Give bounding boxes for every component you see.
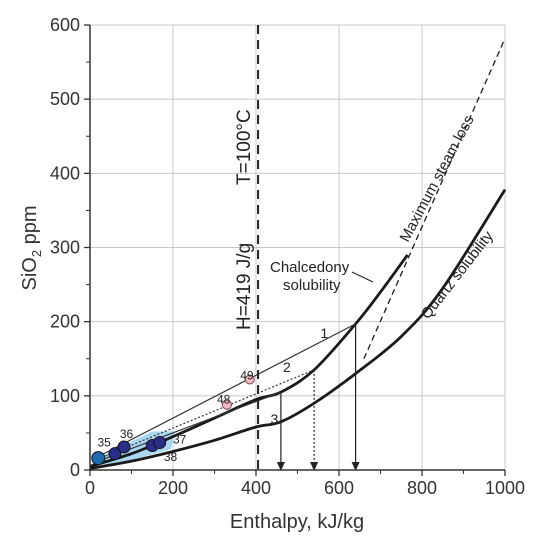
- y-tick-label-600: 600: [50, 15, 80, 35]
- steam-loss-label: Maximum steam loss: [397, 113, 478, 245]
- y-tick-label-200: 200: [50, 312, 80, 332]
- quartz-solubility-label: Quartz solubility: [418, 228, 497, 323]
- marker-label-temperature: T=100°C: [234, 109, 255, 185]
- y-axis-title-main: SiO: [19, 257, 41, 290]
- mixing-line-1: [98, 323, 356, 458]
- projection-arrow-2: [351, 462, 360, 471]
- sample-point-36b: [117, 440, 131, 454]
- chalcedony-leader-line: [351, 271, 374, 283]
- projection-arrow-1: [310, 462, 319, 471]
- sample-point-49: [244, 374, 255, 385]
- vertical-marker: H=419 J/g T=100°C: [234, 25, 260, 470]
- series-line-2: [363, 38, 506, 360]
- x-axis-title: Enthalpy, kJ/kg: [230, 511, 364, 533]
- axis-ticks: 0 200 400 600 800 1000 0 100 200 300 400 500 600: [50, 15, 525, 498]
- projection-arrow-0: [276, 462, 285, 471]
- x-tick-label-1000: 1000: [485, 478, 525, 498]
- y-axis-title: SiO2 ppm: [19, 205, 44, 290]
- sample-label-49: 49: [240, 369, 254, 383]
- sample-point-37b: [153, 436, 167, 450]
- sample-points: [91, 374, 255, 466]
- marker-label-energy: H=419 J/g: [234, 243, 255, 330]
- sample-point-36: [108, 447, 122, 461]
- line-number-label-3: 3: [271, 411, 279, 427]
- line-number-label-2: 2: [283, 359, 291, 375]
- y-tick-label-0: 0: [70, 460, 80, 480]
- sample-label-35: 35: [97, 435, 111, 449]
- sample-point-48: [221, 399, 232, 410]
- mixing-line-2: [98, 369, 315, 460]
- curves: [89, 38, 507, 470]
- y-axis-title-sub: 2: [29, 250, 44, 257]
- y-tick-label-100: 100: [50, 386, 80, 406]
- x-tick-label-0: 0: [85, 478, 95, 498]
- sample-label-37: 37: [173, 432, 187, 446]
- projection-lines: [276, 323, 360, 471]
- x-tick-label-200: 200: [158, 478, 188, 498]
- y-tick-label-400: 400: [50, 163, 80, 183]
- line-number-label-1: 1: [320, 325, 328, 341]
- series-line-1: [89, 188, 507, 470]
- chalcedony-label-line1: Chalcedony: [270, 259, 350, 276]
- sample-point-35: [91, 451, 106, 466]
- y-axis-title-tail: ppm: [19, 205, 41, 249]
- grid: [89, 24, 506, 471]
- x-tick-label-800: 800: [407, 478, 437, 498]
- x-tick-label-600: 600: [324, 478, 354, 498]
- y-tick-label-500: 500: [50, 89, 80, 109]
- sample-label-48: 48: [217, 392, 231, 406]
- sample-label-38: 38: [164, 450, 178, 464]
- x-tick-label-400: 400: [241, 478, 271, 498]
- sample-label-36: 36: [120, 427, 134, 441]
- chalcedony-label-line2: solubility: [283, 277, 341, 294]
- y-tick-label-300: 300: [50, 238, 80, 258]
